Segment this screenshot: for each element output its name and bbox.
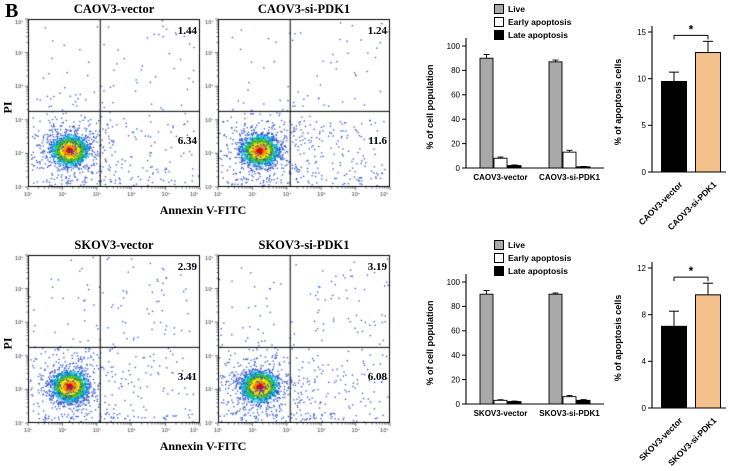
svg-text:5: 5 (642, 121, 647, 130)
svg-text:% of cell population: % of cell population (425, 301, 435, 386)
flow-density-scatter (204, 17, 392, 197)
cell-population-bar-chart-caov3: 0 20 40 60 80 100 % of cell population CAOV3-ve… (425, 38, 604, 182)
quadrant-upper-right-pct: 1.24 (367, 25, 387, 37)
svg-text:12: 12 (637, 264, 646, 273)
svg-text:CAOV3-vector: CAOV3-vector (473, 173, 527, 182)
legend-label-late-apoptosis: Late apoptosis (508, 29, 568, 40)
svg-text:0: 0 (456, 164, 461, 173)
flow-plot-title: CAOV3-si-PDK1 (257, 2, 351, 16)
legend-item-early-apoptosis: Early apoptosis (494, 253, 571, 263)
svg-text:15: 15 (637, 28, 646, 37)
legend-label-early-apoptosis: Early apoptosis (508, 16, 572, 27)
flow-plot-title: CAOV3-vector (73, 2, 155, 16)
flow-plot-caov3-si-pdk1: CAOV3-si-PDK1 1.24 11.6 (204, 2, 392, 197)
svg-text:% of apoptosis cells: % of apoptosis cells (613, 295, 623, 382)
legend-swatch-early-apoptosis (494, 17, 504, 27)
flow-plot-skov3-vector: SKOV3-vector 2.39 3.41 (14, 238, 202, 433)
legend-swatch-live (494, 240, 504, 250)
quadrant-lower-right-pct: 3.41 (177, 371, 197, 383)
legend-swatch-early-apoptosis (494, 253, 504, 263)
legend-item-live: Live (494, 240, 571, 250)
flow-plot-skov3-si-pdk1: SKOV3-si-PDK1 3.19 6.08 (204, 238, 392, 433)
svg-text:8: 8 (642, 310, 647, 319)
panel-label: B (5, 0, 19, 22)
legend-swatch-late-apoptosis (494, 30, 504, 40)
quadrant-lower-right-pct: 6.34 (177, 135, 197, 147)
flow-plot-title: SKOV3-vector (74, 238, 154, 252)
svg-text:100: 100 (447, 278, 461, 287)
svg-text:0: 0 (456, 400, 461, 409)
quadrant-upper-right-pct: 3.19 (367, 261, 387, 273)
y-axis-label-pi: PI (0, 337, 15, 350)
legend-item-early-apoptosis: Early apoptosis (494, 17, 571, 27)
svg-text:40: 40 (451, 115, 460, 124)
legend-item-late-apoptosis: Late apoptosis (494, 30, 571, 40)
legend-label-live: Live (508, 3, 526, 14)
legend-swatch-late-apoptosis (494, 266, 504, 276)
svg-text:80: 80 (451, 66, 460, 75)
quadrant-lower-right-pct: 11.6 (368, 135, 387, 147)
legend-swatch-live (494, 4, 504, 14)
quadrant-lower-right-pct: 6.08 (367, 371, 387, 383)
x-axis-label-annexin: Annexin V-FITC (159, 439, 247, 453)
flow-plot-title: SKOV3-si-PDK1 (258, 238, 350, 252)
svg-text:*: * (689, 22, 694, 36)
quadrant-upper-right-pct: 2.39 (177, 261, 197, 273)
svg-text:20: 20 (451, 139, 460, 148)
legend-label-early-apoptosis: Early apoptosis (508, 252, 572, 263)
svg-text:% of apoptosis cells: % of apoptosis cells (613, 59, 623, 146)
svg-text:SKOV3-vector: SKOV3-vector (474, 409, 528, 418)
svg-text:10: 10 (637, 74, 646, 83)
svg-text:100: 100 (447, 42, 461, 51)
flow-density-scatter (14, 17, 202, 197)
svg-text:% of cell population: % of cell population (425, 65, 435, 150)
svg-text:4: 4 (642, 357, 647, 366)
flow-plot-caov3-vector: CAOV3-vector 1.44 6.34 (14, 2, 202, 197)
legend-item-late-apoptosis: Late apoptosis (494, 266, 571, 276)
legend-cell-population: Live Early apoptosis Late apoptosis (494, 240, 571, 279)
svg-text:0: 0 (642, 168, 647, 177)
x-axis-label-annexin: Annexin V-FITC (159, 203, 247, 217)
flow-density-scatter (204, 253, 392, 433)
svg-text:CAOV3-si-PDK1: CAOV3-si-PDK1 (539, 173, 600, 182)
legend-label-live: Live (508, 239, 526, 250)
svg-text:40: 40 (451, 351, 460, 360)
quadrant-upper-right-pct: 1.44 (177, 25, 197, 37)
svg-text:SKOV3-si-PDK1: SKOV3-si-PDK1 (539, 409, 600, 418)
flow-density-scatter (14, 253, 202, 433)
y-axis-label-pi: PI (0, 101, 15, 114)
cell-population-bar-chart-skov3: 0 20 40 60 80 100 % of cell population SKOV3-ve… (425, 274, 604, 418)
svg-text:80: 80 (451, 302, 460, 311)
svg-text:*: * (689, 264, 694, 278)
legend-cell-population: Live Early apoptosis Late apoptosis (494, 4, 571, 43)
svg-text:0: 0 (642, 404, 647, 413)
svg-text:60: 60 (451, 327, 460, 336)
svg-text:20: 20 (451, 375, 460, 384)
legend-label-late-apoptosis: Late apoptosis (508, 265, 568, 276)
svg-text:60: 60 (451, 91, 460, 100)
legend-item-live: Live (494, 4, 571, 14)
